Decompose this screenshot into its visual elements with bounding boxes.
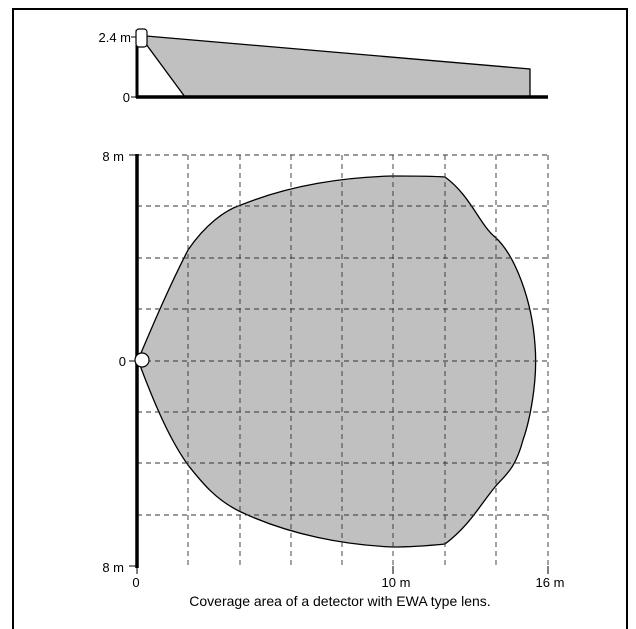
top-label-y-center: 0 xyxy=(119,354,126,369)
side-label-zero: 0 xyxy=(123,90,130,105)
diagram-border xyxy=(12,8,628,629)
top-detector-icon xyxy=(134,352,150,368)
top-label-y-bottom: 8 m xyxy=(102,560,124,575)
top-label-y-top: 8 m xyxy=(102,149,124,164)
side-label-height: 2.4 m xyxy=(98,30,131,45)
side-view: 2.4 m 0 xyxy=(98,28,548,105)
top-coverage-area xyxy=(140,175,537,548)
top-label-x-zero: 0 xyxy=(132,575,139,590)
side-detector-icon xyxy=(135,28,148,48)
top-view: 8 m 0 8 m 0 10 m 16 m xyxy=(102,149,564,590)
diagram-caption: Coverage area of a detector with EWA typ… xyxy=(189,593,491,609)
top-label-x-ten: 10 m xyxy=(382,575,411,590)
top-grid xyxy=(137,154,549,566)
top-label-x-sixteen: 16 m xyxy=(536,575,565,590)
side-coverage-area xyxy=(145,35,531,98)
